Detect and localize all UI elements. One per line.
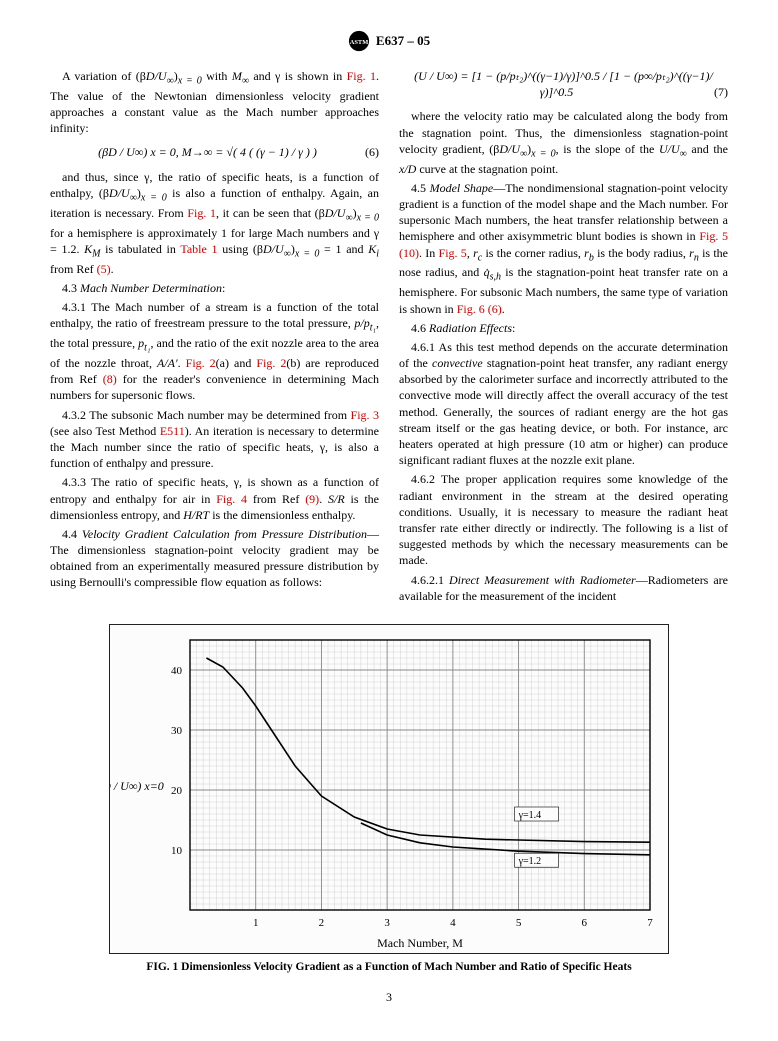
equation-7: (U / U∞) = [1 − (p/pₜ₂)^((γ−1)/γ)]^0.5 /… xyxy=(399,68,728,100)
ref-8[interactable]: (8) xyxy=(103,372,117,386)
heading-4-4: 4.4 Velocity Gradient Calculation from P… xyxy=(50,526,379,591)
ref-10[interactable]: (10) xyxy=(399,246,419,260)
ref-fig1-a[interactable]: Fig. 1 xyxy=(347,69,376,83)
page-number: 3 xyxy=(50,989,728,1005)
para-4-6-2-1: 4.6.2.1 Direct Measurement with Radiomet… xyxy=(399,572,728,604)
ref-fig1-b[interactable]: Fig. 1 xyxy=(187,206,216,220)
svg-text:(βD / U∞) x=0: (βD / U∞) x=0 xyxy=(110,779,164,793)
eq7-number: (7) xyxy=(714,84,728,100)
ref-fig6[interactable]: Fig. 6 xyxy=(457,302,485,316)
ref-e511[interactable]: E511 xyxy=(160,424,185,438)
ref-fig5-b[interactable]: Fig. 5 xyxy=(439,246,467,260)
heading-4-3: 4.3 Mach Number Determination: xyxy=(50,280,379,296)
svg-text:10: 10 xyxy=(171,845,183,857)
ref-fig5-a[interactable]: Fig. 5 xyxy=(699,229,728,243)
para-4-3-1: 4.3.1 The Mach number of a stream is a f… xyxy=(50,299,379,404)
svg-text:30: 30 xyxy=(171,725,183,737)
ref-9[interactable]: (9) xyxy=(305,492,319,506)
svg-text:γ=1.2: γ=1.2 xyxy=(518,856,542,867)
svg-text:γ=1.4: γ=1.4 xyxy=(518,810,542,821)
svg-text:5: 5 xyxy=(516,917,522,929)
heading-4-6: 4.6 Radiation Effects: xyxy=(399,320,728,336)
body-columns: A variation of (βD/U∞)x = 0 with M∞ and … xyxy=(50,68,728,604)
astm-logo-icon: ASTM xyxy=(348,30,370,52)
ref-table1[interactable]: Table 1 xyxy=(180,242,217,256)
para-intro: A variation of (βD/U∞)x = 0 with M∞ and … xyxy=(50,68,379,136)
ref-fig4[interactable]: Fig. 4 xyxy=(216,492,247,506)
svg-text:Mach Number, M: Mach Number, M xyxy=(377,936,463,950)
eq6-number: (6) xyxy=(365,144,379,160)
ref-fig3[interactable]: Fig. 3 xyxy=(351,408,379,422)
para-after-eq6: and thus, since γ, the ratio of specific… xyxy=(50,169,379,277)
ref-5[interactable]: (5) xyxy=(97,262,111,276)
svg-text:40: 40 xyxy=(171,665,183,677)
svg-text:3: 3 xyxy=(384,917,390,929)
designation-text: E637 – 05 xyxy=(376,32,430,50)
ref-fig2b[interactable]: Fig. 2 xyxy=(256,356,286,370)
svg-text:ASTM: ASTM xyxy=(350,39,369,46)
para-after-eq7: where the velocity ratio may be calculat… xyxy=(399,108,728,176)
para-4-6-1: 4.6.1 As this test method depends on the… xyxy=(399,339,728,469)
ref-fig2a[interactable]: Fig. 2 xyxy=(186,356,216,370)
figure-1: 1 2 3 4 5 6 7 10 20 30 40 (βD / U∞) x=0 Mach Number,… xyxy=(50,624,728,976)
para-4-6-2: 4.6.2 The proper application requires so… xyxy=(399,471,728,568)
figure-1-chart: 1 2 3 4 5 6 7 10 20 30 40 (βD / U∞) x=0 Mach Number,… xyxy=(109,624,669,954)
svg-text:20: 20 xyxy=(171,785,183,797)
svg-text:4: 4 xyxy=(450,917,456,929)
svg-text:7: 7 xyxy=(647,917,653,929)
svg-text:6: 6 xyxy=(582,917,588,929)
svg-text:2: 2 xyxy=(319,917,325,929)
para-4-3-3: 4.3.3 The ratio of specific heats, γ, is… xyxy=(50,474,379,523)
page-header: ASTM E637 – 05 xyxy=(50,30,728,52)
heading-4-5: 4.5 Model Shape—The nondimensional stagn… xyxy=(399,180,728,317)
svg-text:1: 1 xyxy=(253,917,259,929)
para-4-3-2: 4.3.2 The subsonic Mach number may be de… xyxy=(50,407,379,472)
ref-6[interactable]: (6) xyxy=(488,302,502,316)
equation-6: (βD / U∞) x = 0, M→∞ = √( 4 ( (γ − 1) / … xyxy=(50,144,379,160)
figure-1-caption: FIG. 1 Dimensionless Velocity Gradient a… xyxy=(50,960,728,976)
